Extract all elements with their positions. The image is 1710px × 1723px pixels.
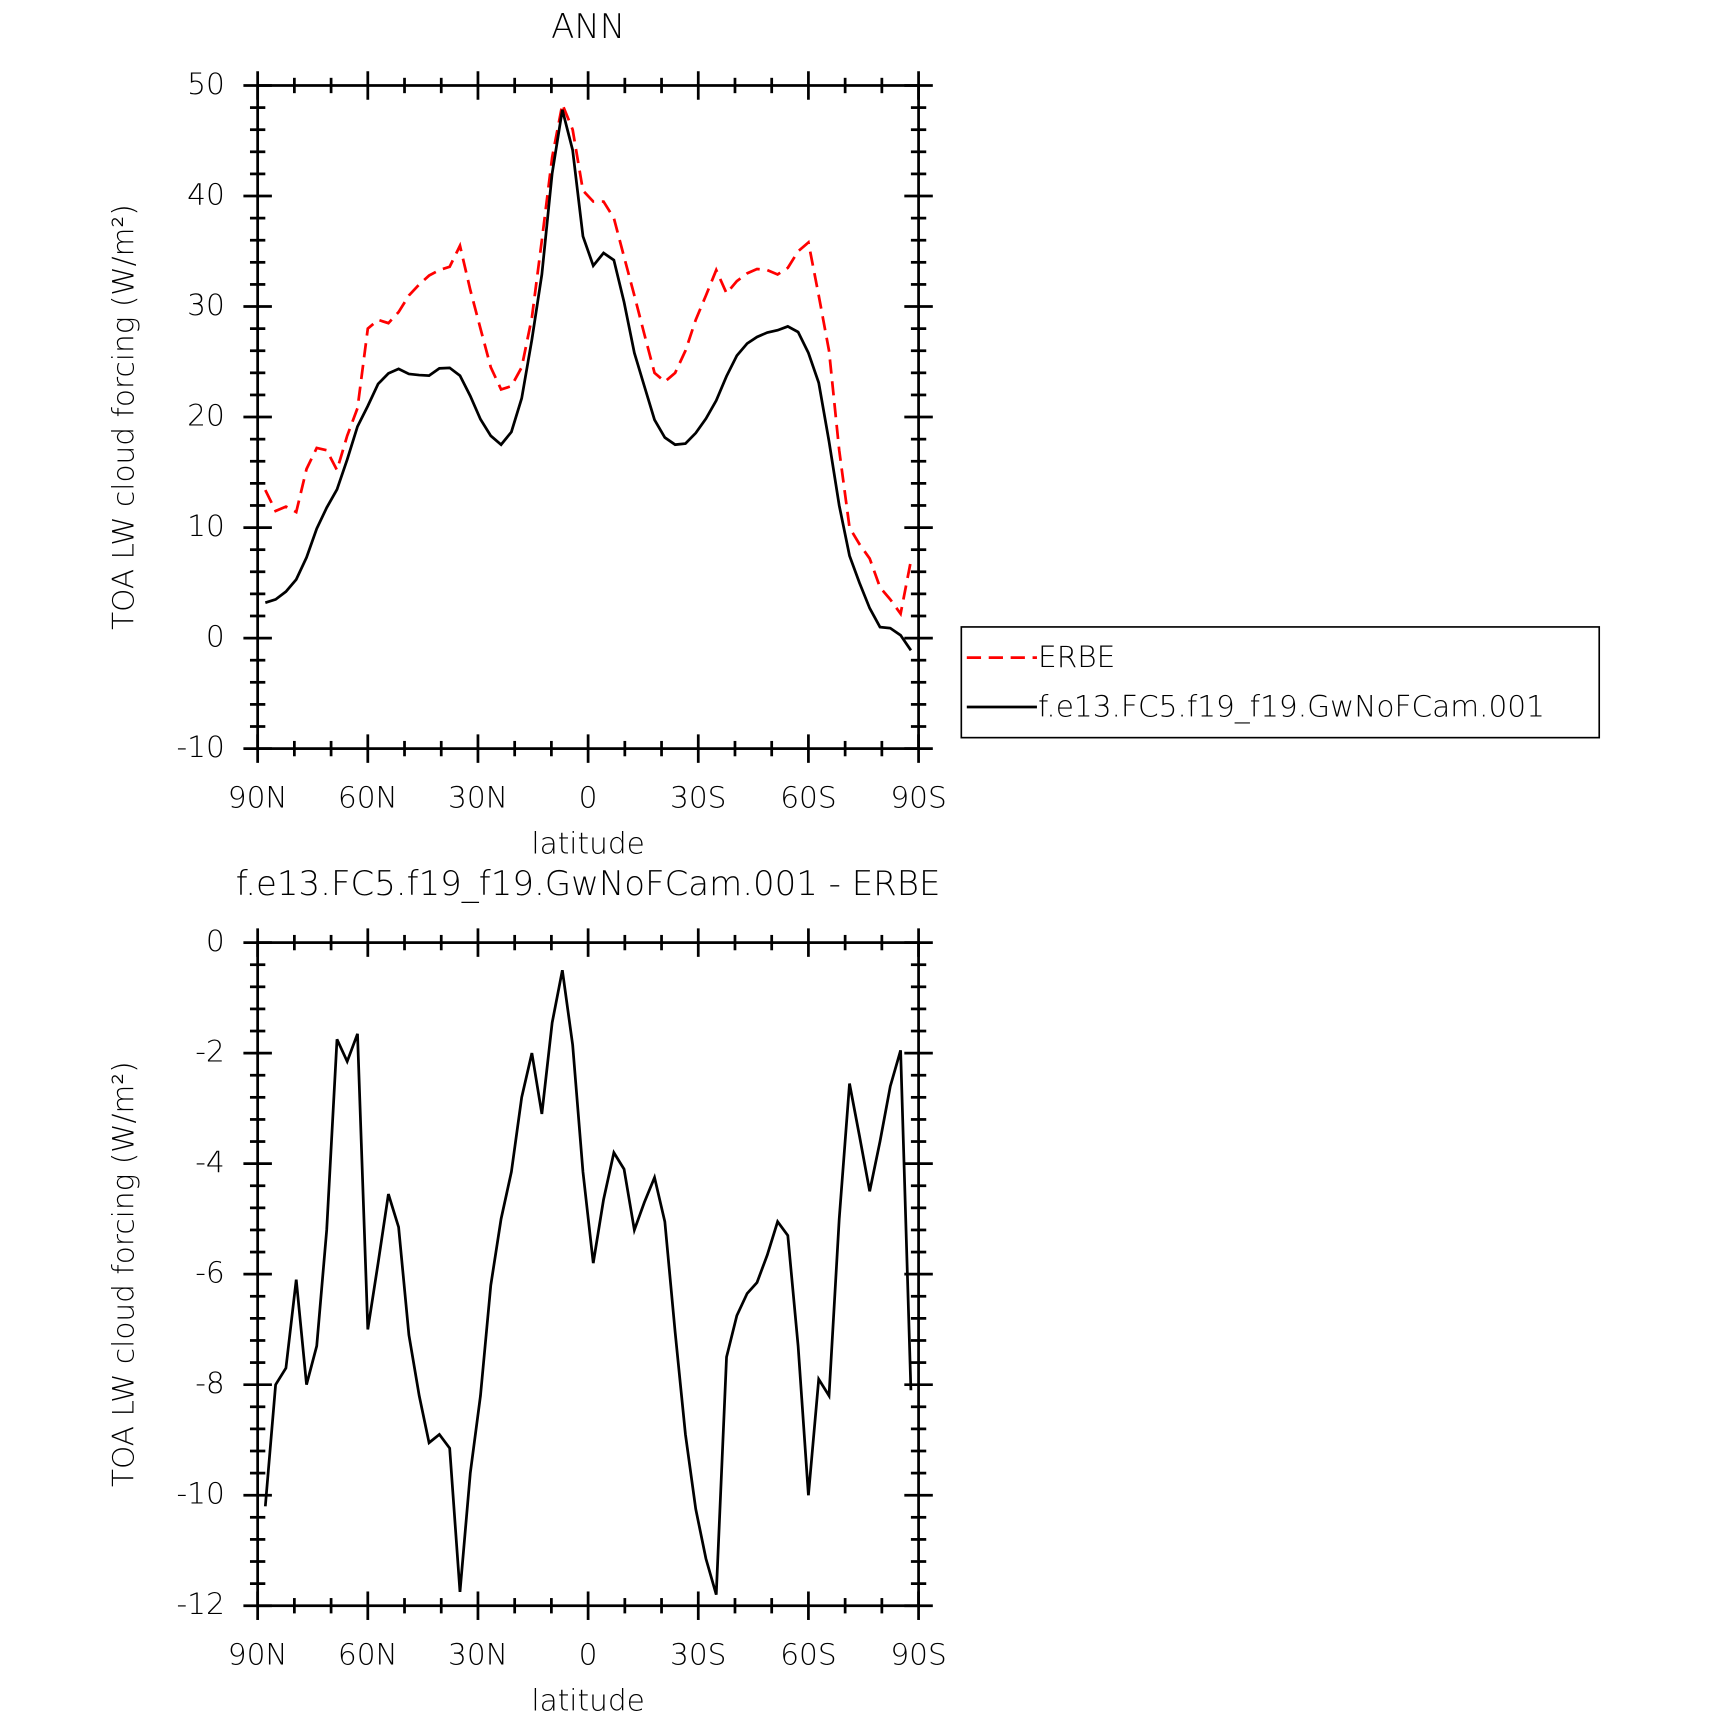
legend-label: f.e13.FC5.f19_f19.GwNoFCam.001 [1038, 690, 1545, 725]
plot-frame [256, 941, 920, 1608]
y-tick-label: 0 [206, 620, 225, 654]
x-tick-label: 0 [579, 1638, 598, 1672]
x-tick-label: 60N [338, 1638, 398, 1672]
x-tick-label: 30S [670, 1638, 726, 1672]
legend-label: ERBE [1038, 640, 1115, 674]
chart-title: f.e13.FC5.f19_f19.GwNoFCam.001 - ERBE [236, 864, 941, 904]
legend-box [960, 626, 1601, 739]
data-line [264, 109, 913, 652]
y-axis-label: TOA LW cloud forcing (W/m²) [107, 1061, 141, 1487]
x-tick-label: 90S [890, 781, 946, 815]
y-tick-label: 20 [187, 399, 225, 433]
x-tick-label: 60S [780, 1638, 836, 1672]
data-line [263, 969, 913, 1596]
y-tick-label: -2 [195, 1035, 225, 1069]
x-tick-label: 90N [228, 781, 288, 815]
y-tick-label: -6 [195, 1256, 225, 1290]
x-tick-label: 90S [890, 1638, 946, 1672]
y-tick-label: 40 [187, 178, 225, 212]
y-tick-label: 50 [187, 67, 225, 101]
x-axis-label: latitude [531, 1684, 644, 1718]
data-line [264, 99, 913, 618]
y-tick-label: -10 [176, 730, 224, 764]
chart-title: ANN [551, 7, 625, 47]
x-tick-label: 90N [228, 1638, 288, 1672]
x-tick-label: 60S [780, 781, 836, 815]
y-tick-label: -8 [195, 1366, 225, 1400]
y-tick-label: 10 [187, 509, 225, 543]
plot-frame [256, 84, 920, 750]
y-axis-label: TOA LW cloud forcing (W/m²) [107, 204, 141, 630]
legend: ERBE f.e13.FC5.f19_f19.GwNoFCam.001 [960, 626, 1601, 739]
y-tick-label: -4 [195, 1145, 225, 1179]
x-tick-label: 30N [448, 1638, 508, 1672]
x-tick-label: 30S [670, 781, 726, 815]
x-tick-label: 60N [338, 781, 398, 815]
y-tick-label: -10 [176, 1477, 224, 1511]
x-tick-label: 30N [448, 781, 508, 815]
y-tick-label: 0 [206, 924, 225, 958]
y-tick-label: 30 [187, 288, 225, 322]
x-tick-label: 0 [579, 781, 598, 815]
y-tick-label: -12 [176, 1587, 224, 1621]
x-axis-label: latitude [531, 827, 644, 861]
